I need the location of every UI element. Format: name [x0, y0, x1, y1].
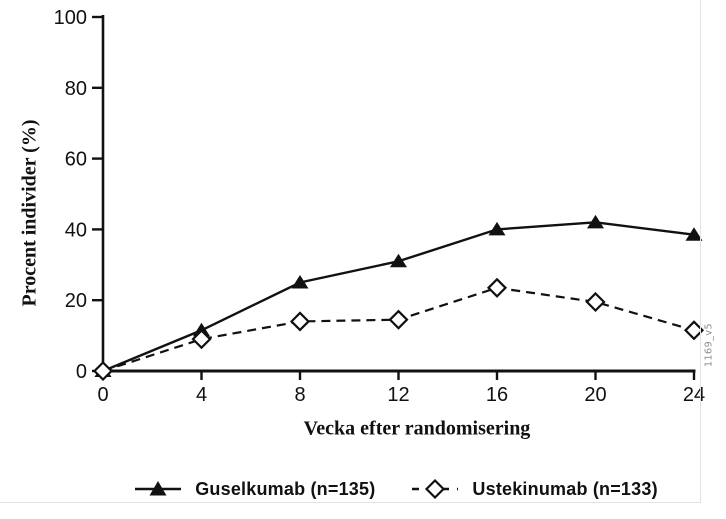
- x-axis-title: Vecka efter randomisering: [303, 417, 531, 440]
- solid-line-filled-triangle-icon: [135, 481, 182, 496]
- x-tick-label: 12: [387, 384, 409, 406]
- guselkumab-marker: [488, 221, 506, 236]
- dashed-line-open-diamond-icon: [412, 478, 459, 500]
- x-tick-label: 16: [486, 384, 508, 406]
- y-tick-label: 100: [54, 7, 87, 29]
- legend-label-guselkumab: Guselkumab (n=135): [195, 478, 376, 499]
- x-tick-label: 20: [584, 384, 606, 406]
- legend-label-ustekinumab: Ustekinumab (n=133): [472, 478, 658, 499]
- x-tick-label: 24: [683, 384, 705, 406]
- legend: Guselkumab (n=135) Ustekinumab (n=133): [33, 478, 726, 500]
- guselkumab-marker: [390, 253, 407, 268]
- ustekinumab-marker: [683, 320, 705, 341]
- y-tick-label: 0: [76, 361, 87, 383]
- ustekinumab-marker: [289, 311, 311, 332]
- x-tick-label: 8: [294, 384, 305, 406]
- guselkumab-line: [102, 221, 695, 373]
- ustekinumab-marker: [92, 360, 114, 382]
- frame-horizontal-line: [0, 502, 701, 503]
- ustekinumab-marker: [191, 329, 212, 350]
- y-tick-label: 40: [65, 219, 87, 241]
- ustekinumab-marker: [585, 291, 606, 313]
- guselkumab-marker: [685, 227, 703, 241]
- y-tick-label: 60: [65, 149, 87, 171]
- x-tick-label: 0: [97, 384, 108, 406]
- y-axis-title: Procent individer (%): [18, 119, 41, 307]
- legend-item-guselkumab: Guselkumab (n=135): [134, 478, 375, 500]
- watermark-text: 1169_v5: [703, 322, 715, 368]
- legend-item-ustekinumab: Ustekinumab (n=133): [411, 478, 658, 500]
- guselkumab-marker: [291, 275, 309, 289]
- y-tick-label: 20: [65, 290, 87, 312]
- x-tick-label: 4: [196, 384, 207, 406]
- guselkumab-marker: [587, 214, 604, 229]
- ustekinumab-marker: [486, 277, 508, 298]
- ustekinumab-marker: [388, 309, 409, 330]
- y-tick-label: 80: [65, 78, 87, 100]
- frame-vertical-line: [700, 0, 701, 502]
